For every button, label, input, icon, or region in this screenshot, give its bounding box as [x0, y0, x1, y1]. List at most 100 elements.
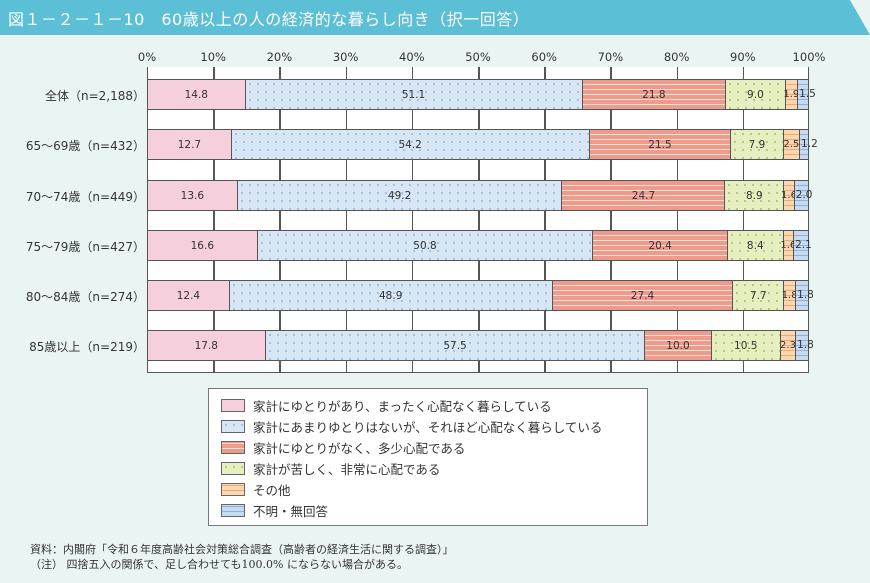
bar-segment: 2.0	[794, 181, 812, 210]
value-label: 24.7	[631, 189, 656, 202]
row-label: 70～74歳（n=449）	[25, 190, 145, 204]
gridline	[544, 67, 546, 372]
bar-segment: 48.9	[229, 281, 553, 310]
bar-segment: 2.3	[780, 331, 797, 360]
bar-segment: 24.7	[562, 181, 726, 210]
stacked-bar: 13.6 49.2 24.7 8.9 1.6 2.0	[147, 180, 812, 211]
legend-item: 不明・無回答	[221, 500, 635, 521]
value-label: 54.2	[398, 138, 422, 151]
bar-segment: 8.4	[728, 231, 784, 260]
value-label: 48.9	[379, 289, 403, 302]
x-tick-label: 30%	[332, 50, 359, 64]
bar-segment: 12.7	[148, 130, 232, 159]
value-label: 10.5	[734, 339, 758, 352]
plot-area	[147, 67, 809, 373]
x-tick-label: 80%	[663, 50, 690, 64]
value-label: 1.6	[781, 190, 797, 201]
value-label: 12.7	[177, 138, 202, 151]
bar-segment: 1.2	[800, 130, 818, 159]
legend-swatch	[221, 420, 245, 433]
value-label: 13.6	[180, 189, 205, 202]
x-tick-label: 90%	[730, 50, 756, 64]
bar-segment: 49.2	[237, 181, 563, 210]
bar-segment: 54.2	[231, 130, 590, 159]
value-label: 1.6	[780, 240, 797, 251]
legend-swatch	[221, 504, 245, 517]
title-banner-shape	[0, 0, 870, 35]
gridline	[213, 67, 215, 372]
legend-swatch	[221, 399, 245, 412]
legend-swatch	[221, 441, 245, 454]
gridline	[742, 67, 745, 372]
value-label: 9.0	[747, 88, 764, 101]
bar-segment: 21.5	[589, 130, 732, 159]
bar-segment: 7.7	[733, 281, 785, 310]
value-label: 21.8	[642, 88, 666, 101]
rounding-note: （注） 四捨五入の関係で、足し合わせても100.0% にならない場合がある。	[30, 558, 408, 571]
stacked-bar: 17.8 57.5 10.0 10.5 2.3 1.8	[147, 330, 814, 361]
stacked-bar: 16.6 50.8 20.4 8.4 1.6 2.1	[147, 230, 812, 261]
bar-segment: 1.6	[780, 231, 796, 260]
row-label: 80～84歳（n=274）	[25, 290, 145, 304]
x-tick-label: 60%	[531, 50, 557, 64]
value-label: 51.1	[401, 88, 426, 101]
legend-label: 家計にゆとりがなく、多少心配である	[253, 441, 466, 456]
x-tick-label: 0%	[137, 50, 157, 64]
value-label: 49.2	[387, 189, 412, 202]
gridline	[279, 67, 281, 372]
legend-item: 家計にあまりゆとりはないが、それほど心配なく暮らしている	[221, 416, 635, 437]
x-tick-label: 100%	[792, 50, 826, 64]
x-tick-label: 10%	[200, 50, 226, 64]
value-label: 1.9	[783, 89, 800, 100]
bar-segment: 1.9	[783, 80, 800, 109]
chart-title: 図１－２－１－10 60歳以上の人の経済的な暮らし向き（択一回答）	[8, 10, 530, 29]
legend-label: 家計が苦しく、非常に心配である	[253, 462, 441, 477]
gridline	[610, 67, 612, 372]
x-tick-label: 40%	[399, 50, 425, 64]
legend-label: 不明・無回答	[253, 504, 329, 519]
stacked-bar: 14.8 51.1 21.8 9.0 1.9 1.5	[147, 79, 816, 110]
legend-item: 家計にゆとりがなく、多少心配である	[221, 437, 635, 458]
bar-segment: 12.4	[148, 281, 230, 310]
bar-segment: 13.6	[148, 181, 238, 210]
bar-segment: 16.6	[148, 231, 258, 260]
legend-item: 家計が苦しく、非常に心配である	[221, 458, 635, 479]
value-label: 8.4	[746, 239, 764, 252]
value-label: 1.8	[781, 290, 798, 301]
value-label: 21.5	[648, 138, 672, 151]
source-note: 資料：内閣府「令和６年度高齢社会対策総合調査（高齢者の経済生活に関する調査）」	[30, 543, 454, 556]
row-label: 85歳以上（n=219）	[29, 340, 145, 354]
value-label: 16.6	[190, 239, 215, 252]
bar-segment: 57.5	[265, 331, 646, 360]
legend: 家計にゆとりがあり、まったく心配なく暮らしている 家計にあまりゆとりはないが、そ…	[208, 388, 648, 526]
value-label: 20.4	[648, 239, 672, 252]
value-label: 2.5	[783, 139, 800, 150]
bar-segment: 21.8	[582, 80, 727, 109]
value-label: 1.2	[801, 138, 818, 150]
gridline	[478, 67, 480, 372]
legend-label: その他	[253, 483, 291, 498]
gridline	[676, 67, 679, 372]
bar-segment: 14.8	[148, 80, 246, 109]
gridline	[345, 67, 348, 372]
bar-segment: 1.6	[781, 181, 797, 210]
value-label: 7.9	[748, 138, 766, 151]
bar-segment: 17.8	[148, 331, 266, 360]
bar-segment: 9.0	[726, 80, 786, 109]
bar-segment: 1.8	[796, 281, 814, 310]
x-tick-label: 70%	[597, 50, 624, 64]
stacked-bar: 12.4 48.9 27.4 7.7 1.8 1.8	[147, 280, 814, 311]
value-label: 2.3	[780, 340, 796, 351]
legend-swatch	[221, 483, 245, 496]
bar-segment: 50.8	[257, 231, 594, 260]
value-label: 27.4	[630, 289, 655, 302]
bar-segment: 2.5	[783, 130, 801, 159]
bar-segment: 1.8	[781, 281, 798, 310]
legend-item: 家計にゆとりがあり、まったく心配なく暮らしている	[221, 395, 635, 416]
legend-label: 家計にゆとりがあり、まったく心配なく暮らしている	[253, 399, 552, 414]
bar-segment: 20.4	[593, 231, 729, 260]
value-label: 1.8	[797, 339, 814, 351]
value-label: 10.0	[666, 339, 690, 352]
bar-segment: 8.9	[725, 181, 785, 210]
row-label: 65～69歳（n=432）	[25, 139, 145, 153]
